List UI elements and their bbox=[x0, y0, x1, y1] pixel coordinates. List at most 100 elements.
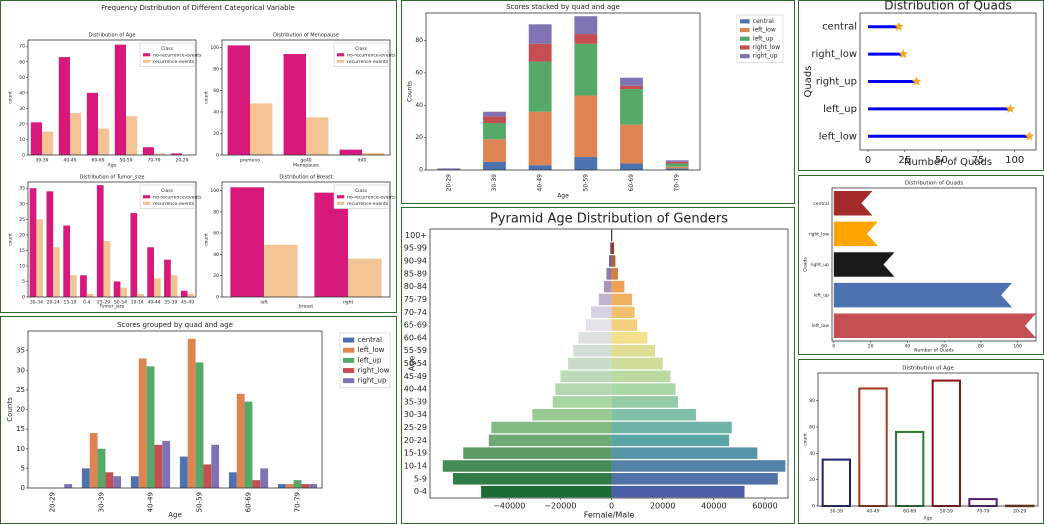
y-tick-label: 30 bbox=[19, 106, 25, 112]
bar bbox=[89, 433, 98, 488]
x-tick-label: 10-14 bbox=[131, 300, 144, 306]
y-tick-label: 35-39 bbox=[404, 397, 427, 406]
bar bbox=[30, 122, 42, 155]
bar bbox=[620, 124, 643, 164]
y-tick-label: 50-54 bbox=[404, 359, 427, 368]
y-tick-label: 0 bbox=[22, 295, 25, 301]
x-tick-label: 60000 bbox=[752, 502, 777, 511]
plot-frame bbox=[27, 330, 323, 489]
legend-title: Class bbox=[355, 188, 367, 194]
chart-title: Distribution of Menopause bbox=[273, 33, 339, 39]
chart-title: Distribution of Age bbox=[902, 366, 954, 372]
y-tick-label: 60 bbox=[213, 88, 219, 94]
bar bbox=[555, 383, 612, 395]
x-axis-label: Age bbox=[557, 193, 569, 200]
x-tick-label: 0 bbox=[865, 155, 871, 166]
y-tick-label: 40 bbox=[213, 110, 219, 116]
bar bbox=[187, 293, 195, 297]
bar bbox=[491, 421, 612, 434]
y-tick-label: central bbox=[822, 22, 857, 33]
bar bbox=[611, 268, 618, 280]
y-axis-label: Age bbox=[408, 356, 417, 372]
bar bbox=[611, 473, 778, 485]
y-tick-label: 80 bbox=[213, 67, 219, 73]
marker bbox=[1005, 103, 1016, 113]
bar bbox=[236, 393, 245, 488]
bar bbox=[36, 219, 44, 297]
legend-label: central bbox=[753, 18, 774, 25]
bar bbox=[611, 460, 786, 472]
legend-label: no-recurrence-events bbox=[153, 52, 202, 58]
legend-title: Class bbox=[161, 188, 173, 194]
bar bbox=[611, 280, 625, 293]
bar bbox=[573, 344, 612, 357]
bar bbox=[170, 153, 182, 155]
bar bbox=[611, 242, 615, 254]
bar bbox=[483, 139, 506, 162]
x-tick-label: 20-29 bbox=[445, 174, 452, 192]
legend-box bbox=[333, 42, 389, 67]
legend-swatch bbox=[740, 54, 750, 59]
x-tick-label: 20-29 bbox=[49, 492, 57, 512]
bar bbox=[821, 458, 852, 507]
bar bbox=[895, 430, 925, 507]
bar bbox=[833, 313, 1036, 338]
bar bbox=[147, 247, 154, 297]
y-tick-label: 55-59 bbox=[404, 346, 427, 355]
x-tick-label: 60-69 bbox=[628, 174, 635, 192]
bar bbox=[665, 163, 689, 167]
y-tick-label: 20 bbox=[19, 232, 25, 238]
bar bbox=[591, 306, 612, 319]
bar bbox=[665, 160, 689, 162]
bar bbox=[120, 287, 128, 297]
bar bbox=[164, 259, 171, 297]
y-tick-label: 100+ bbox=[405, 231, 427, 240]
bar bbox=[611, 357, 663, 370]
legend-swatch bbox=[740, 45, 750, 50]
legend-label: left_low bbox=[358, 346, 385, 354]
plot-frame bbox=[831, 187, 1037, 342]
bar bbox=[162, 440, 171, 488]
legend-label: no-recurrence-events bbox=[347, 194, 396, 200]
x-tick-label: 60 bbox=[941, 344, 947, 350]
y-tick-label: 10 bbox=[16, 445, 25, 453]
bar bbox=[250, 103, 273, 155]
bar bbox=[560, 370, 612, 383]
y-tick-label: 60 bbox=[809, 424, 815, 430]
x-axis-label: Female/Male bbox=[584, 511, 635, 520]
bar bbox=[138, 358, 147, 488]
x-axis-label: Menopause bbox=[293, 163, 319, 169]
bar bbox=[574, 34, 598, 44]
chart-title: Distribution of Age bbox=[89, 33, 136, 39]
y-tick-label: 20 bbox=[16, 406, 25, 414]
x-axis-label: Tumor_size bbox=[99, 304, 125, 310]
bar bbox=[227, 45, 250, 155]
x-tick-label: 50-59 bbox=[119, 158, 132, 164]
y-tick-label: 40 bbox=[19, 90, 25, 96]
y-tick-label: right_low bbox=[811, 49, 857, 60]
bar bbox=[611, 229, 612, 242]
bar bbox=[528, 43, 552, 62]
bar bbox=[154, 153, 166, 155]
bar bbox=[96, 185, 104, 297]
y-tick-label: 60-64 bbox=[404, 333, 427, 342]
bar bbox=[86, 92, 98, 155]
plot-frame bbox=[425, 12, 701, 171]
x-tick-label: 30-39 bbox=[35, 158, 48, 164]
x-tick-label: 45-49 bbox=[181, 300, 194, 306]
bar bbox=[611, 370, 671, 383]
bar bbox=[285, 484, 294, 488]
plot-frame bbox=[817, 372, 1039, 507]
bar bbox=[568, 357, 612, 370]
plot-frame bbox=[221, 181, 391, 298]
y-tick-label: central bbox=[813, 201, 829, 207]
x-axis-label: breast bbox=[299, 304, 313, 310]
plot-frame bbox=[27, 181, 197, 298]
bar bbox=[348, 258, 382, 297]
bar bbox=[611, 396, 679, 408]
x-tick-label: 40-49 bbox=[537, 174, 544, 192]
y-tick-label: right_low bbox=[808, 231, 829, 237]
legend-label: right_up bbox=[753, 53, 778, 60]
x-tick-label: 50-59 bbox=[196, 492, 204, 512]
